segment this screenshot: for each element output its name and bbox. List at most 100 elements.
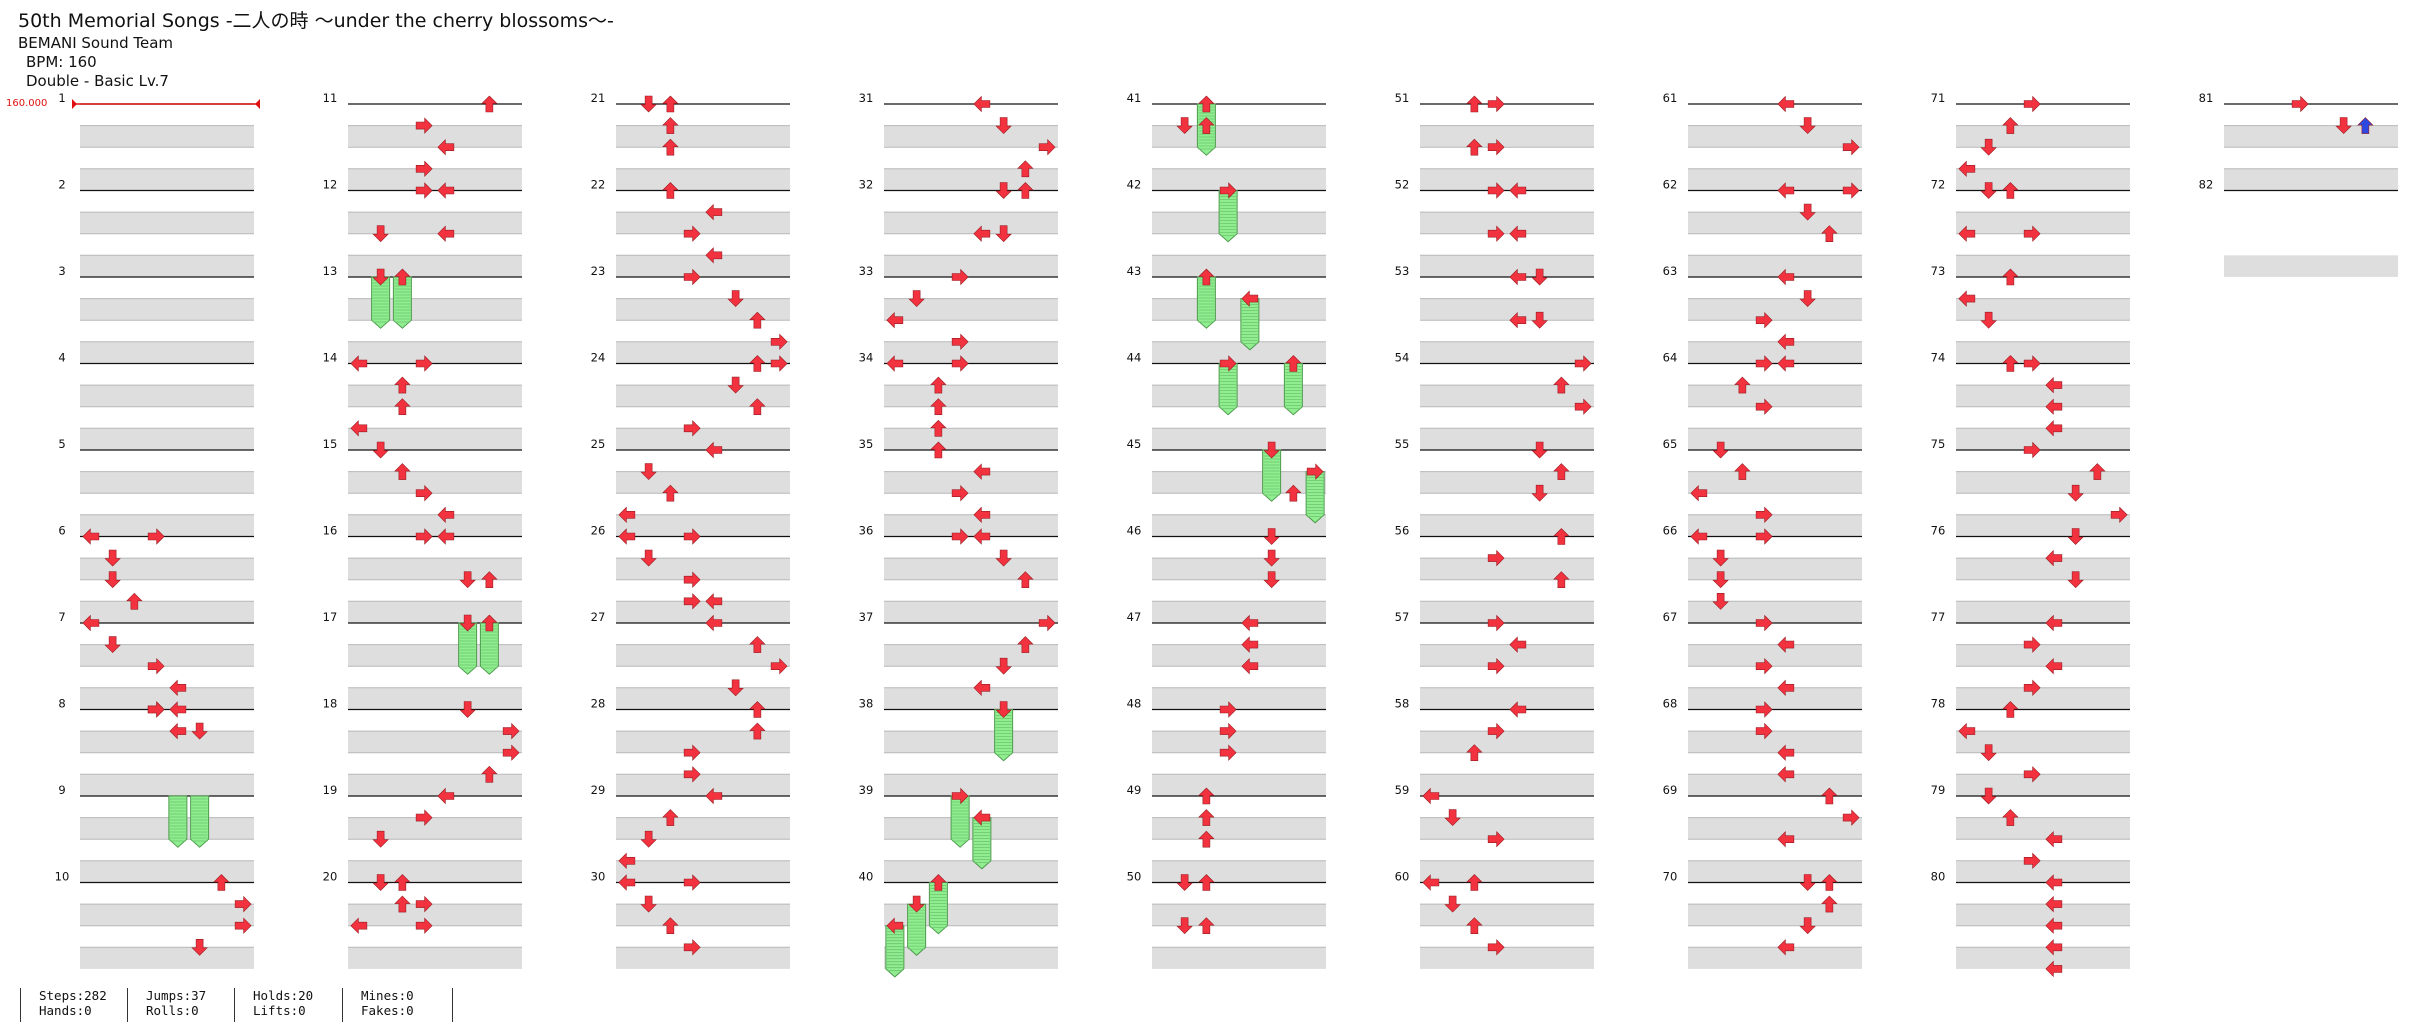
beat-band [1152, 882, 1326, 905]
up-arrow-icon [1466, 874, 1483, 891]
song-header: 50th Memorial Songs -二人の時 ～under the che… [18, 8, 614, 91]
left-arrow-icon [973, 506, 991, 524]
right-arrow-icon [1755, 355, 1773, 372]
beat-band [1956, 493, 2130, 515]
measure-number: 26 [591, 524, 606, 538]
beat-band [1152, 947, 1326, 969]
measure: 48 [1127, 697, 1326, 796]
beat-band [80, 168, 254, 191]
beat-band [1152, 385, 1326, 407]
beat-band [616, 860, 790, 883]
up-arrow-icon [481, 765, 498, 783]
measure-number: 28 [591, 697, 606, 711]
measure: 27 [591, 610, 790, 710]
measure-number: 6 [58, 524, 65, 538]
beat-band [1152, 471, 1326, 494]
beat-band [884, 450, 1058, 472]
beat-band [80, 385, 254, 407]
measure: 9 [58, 783, 254, 883]
right-arrow-icon [1487, 95, 1505, 113]
beat-band [884, 385, 1058, 407]
beat-band [616, 341, 790, 364]
measure-number: 8 [58, 697, 65, 711]
beat-band [80, 406, 254, 429]
left-arrow-icon [350, 917, 368, 934]
beat-band [884, 125, 1058, 148]
right-arrow-icon [1487, 657, 1505, 675]
beat-band [80, 558, 254, 580]
up-arrow-icon [2002, 355, 2019, 372]
down-arrow-icon [2067, 484, 2084, 502]
up-arrow-icon [1734, 376, 1751, 394]
right-arrow-icon [1574, 398, 1592, 415]
measure-number: 21 [591, 91, 606, 105]
measure-number: 37 [859, 610, 874, 624]
beat-band [616, 731, 790, 753]
measure: 56 [1395, 524, 1594, 623]
down-arrow-icon [191, 722, 208, 740]
left-arrow-icon [437, 182, 455, 199]
hold-body [950, 795, 970, 848]
up-arrow-icon [1553, 528, 1570, 545]
beat-band [348, 817, 522, 840]
measure: 11 [323, 91, 522, 191]
beat-band [80, 752, 254, 775]
down-arrow-icon [727, 679, 744, 697]
measure: 22 [591, 178, 790, 277]
measure-number: 79 [1931, 783, 1946, 797]
beat-band [1420, 212, 1594, 234]
measure-number: 55 [1395, 437, 1410, 451]
left-arrow-icon [2045, 376, 2063, 394]
right-arrow-icon [1219, 355, 1237, 372]
left-arrow-icon [705, 787, 723, 805]
down-arrow-icon [104, 571, 121, 589]
beat-band [348, 925, 522, 948]
measure-number: 58 [1395, 697, 1410, 711]
left-arrow-icon [2045, 614, 2063, 632]
beat-band [1956, 817, 2130, 840]
left-arrow-icon [1777, 355, 1795, 372]
beat-band [1688, 579, 1862, 602]
hold-note [885, 925, 905, 978]
measure-number: 17 [323, 610, 338, 624]
left-arrow-icon [1958, 160, 1976, 178]
beat-band [80, 450, 254, 472]
measure: 32 [859, 178, 1058, 277]
beat-band [80, 190, 254, 213]
stat-jumps: Jumps:37 [146, 988, 207, 1003]
right-arrow-icon [147, 701, 165, 718]
beat-band [1152, 709, 1326, 732]
right-arrow-icon [2023, 355, 2041, 372]
beat-band [884, 471, 1058, 494]
beat-band [1956, 341, 2130, 364]
hold-body [392, 276, 412, 329]
hold-note [190, 795, 210, 848]
down-arrow-icon [459, 571, 476, 589]
beat-band [1688, 558, 1862, 580]
measure: 57 [1395, 610, 1594, 710]
measure: 31 [859, 91, 1058, 191]
measure-number: 13 [323, 264, 338, 278]
beat-band [1956, 687, 2130, 710]
beat-band [1420, 363, 1594, 386]
up-arrow-icon [1821, 787, 1838, 805]
right-arrow-icon [1842, 182, 1860, 199]
right-arrow-icon [2023, 852, 2041, 870]
measure: 1 [58, 91, 254, 191]
hold-body [1305, 471, 1325, 524]
stat-holds: Holds:20 [253, 988, 314, 1003]
measure-number: 47 [1127, 610, 1142, 624]
beat-band [1420, 168, 1594, 191]
right-arrow-icon [1842, 809, 1860, 826]
measure: 58 [1395, 697, 1594, 796]
beat-band [1152, 839, 1326, 861]
beat-band [1688, 666, 1862, 688]
left-arrow-icon [1690, 484, 1708, 502]
hold-note [907, 903, 927, 956]
beat-band [616, 817, 790, 840]
hold-body [458, 622, 478, 675]
beat-band [1956, 363, 2130, 386]
beat-band [884, 860, 1058, 883]
beat-band [80, 536, 254, 559]
up-arrow-icon [930, 376, 947, 394]
